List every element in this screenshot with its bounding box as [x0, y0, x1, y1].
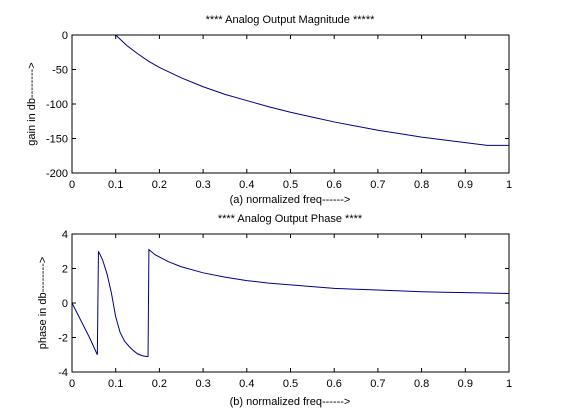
- magnitude-title: **** Analog Output Magnitude *****: [206, 14, 376, 26]
- phase-subplot: **** Analog Output Phase **** 0 0.1 0.2 0.3…: [37, 213, 512, 408]
- magnitude-xtick-label: 1: [506, 179, 512, 191]
- magnitude-subplot: **** Analog Output Magnitude ***** 0 0.1 0…: [26, 14, 512, 206]
- magnitude-ytick-label: -200: [46, 168, 68, 180]
- magnitude-ytick-label: -50: [52, 65, 68, 77]
- magnitude-xtick-label: 0.9: [458, 179, 473, 191]
- magnitude-ytick-label: -150: [46, 134, 68, 146]
- magnitude-xlabel: (a) normalized freq------>: [230, 194, 351, 206]
- phase-ytick-label: -4: [58, 367, 68, 379]
- magnitude-xtick-label: 0.6: [327, 179, 342, 191]
- magnitude-xtick-label: 0: [69, 179, 75, 191]
- phase-axes-box: [71, 233, 510, 373]
- magnitude-ticks: 0 0.1 0.2 0.3 0.4 0.5 0.6 0.7 0.8 0.9 1 -200 -150 -10…: [46, 30, 512, 191]
- magnitude-ytick-label: -100: [46, 99, 68, 111]
- phase-xtick-label: 0: [69, 378, 75, 390]
- phase-xtick-label: 0.3: [195, 378, 210, 390]
- magnitude-xtick-label: 0.8: [414, 179, 429, 191]
- magnitude-xtick-label: 0.4: [239, 179, 254, 191]
- phase-xtick-label: 1: [506, 378, 512, 390]
- phase-title: **** Analog Output Phase ****: [218, 213, 363, 225]
- magnitude-xtick-label: 0.3: [195, 179, 210, 191]
- magnitude-axes-box: [71, 34, 510, 174]
- phase-xtick-label: 0.2: [152, 378, 167, 390]
- phase-curve: [71, 248, 510, 357]
- phase-xtick-label: 0.7: [370, 378, 385, 390]
- phase-xtick-label: 0.1: [108, 378, 123, 390]
- magnitude-curve: [115, 34, 509, 146]
- phase-ylabel: phase in db-------->: [37, 257, 49, 350]
- phase-xtick-label: 0.6: [327, 378, 342, 390]
- magnitude-xtick-label: 0.1: [108, 179, 123, 191]
- phase-xlabel: (b) normalized freq------>: [230, 396, 351, 408]
- magnitude-ytick-label: 0: [62, 30, 68, 42]
- phase-ytick-label: -2: [58, 333, 68, 345]
- phase-ticks: 0 0.1 0.2 0.3 0.4 0.5 0.6 0.7 0.8 0.9 1 -4 -2 0 2 4: [58, 229, 512, 390]
- phase-xtick-label: 0.5: [283, 378, 298, 390]
- phase-xtick-label: 0.9: [458, 378, 473, 390]
- magnitude-xtick-label: 0.2: [152, 179, 167, 191]
- phase-ytick-label: 2: [62, 264, 68, 276]
- magnitude-xtick-label: 0.7: [370, 179, 385, 191]
- phase-ytick-label: 4: [62, 229, 68, 241]
- magnitude-ylabel: gain in db-------->: [26, 62, 38, 145]
- phase-ytick-label: 0: [62, 298, 68, 310]
- magnitude-xtick-label: 0.5: [283, 179, 298, 191]
- phase-xtick-label: 0.4: [239, 378, 254, 390]
- phase-xtick-label: 0.8: [414, 378, 429, 390]
